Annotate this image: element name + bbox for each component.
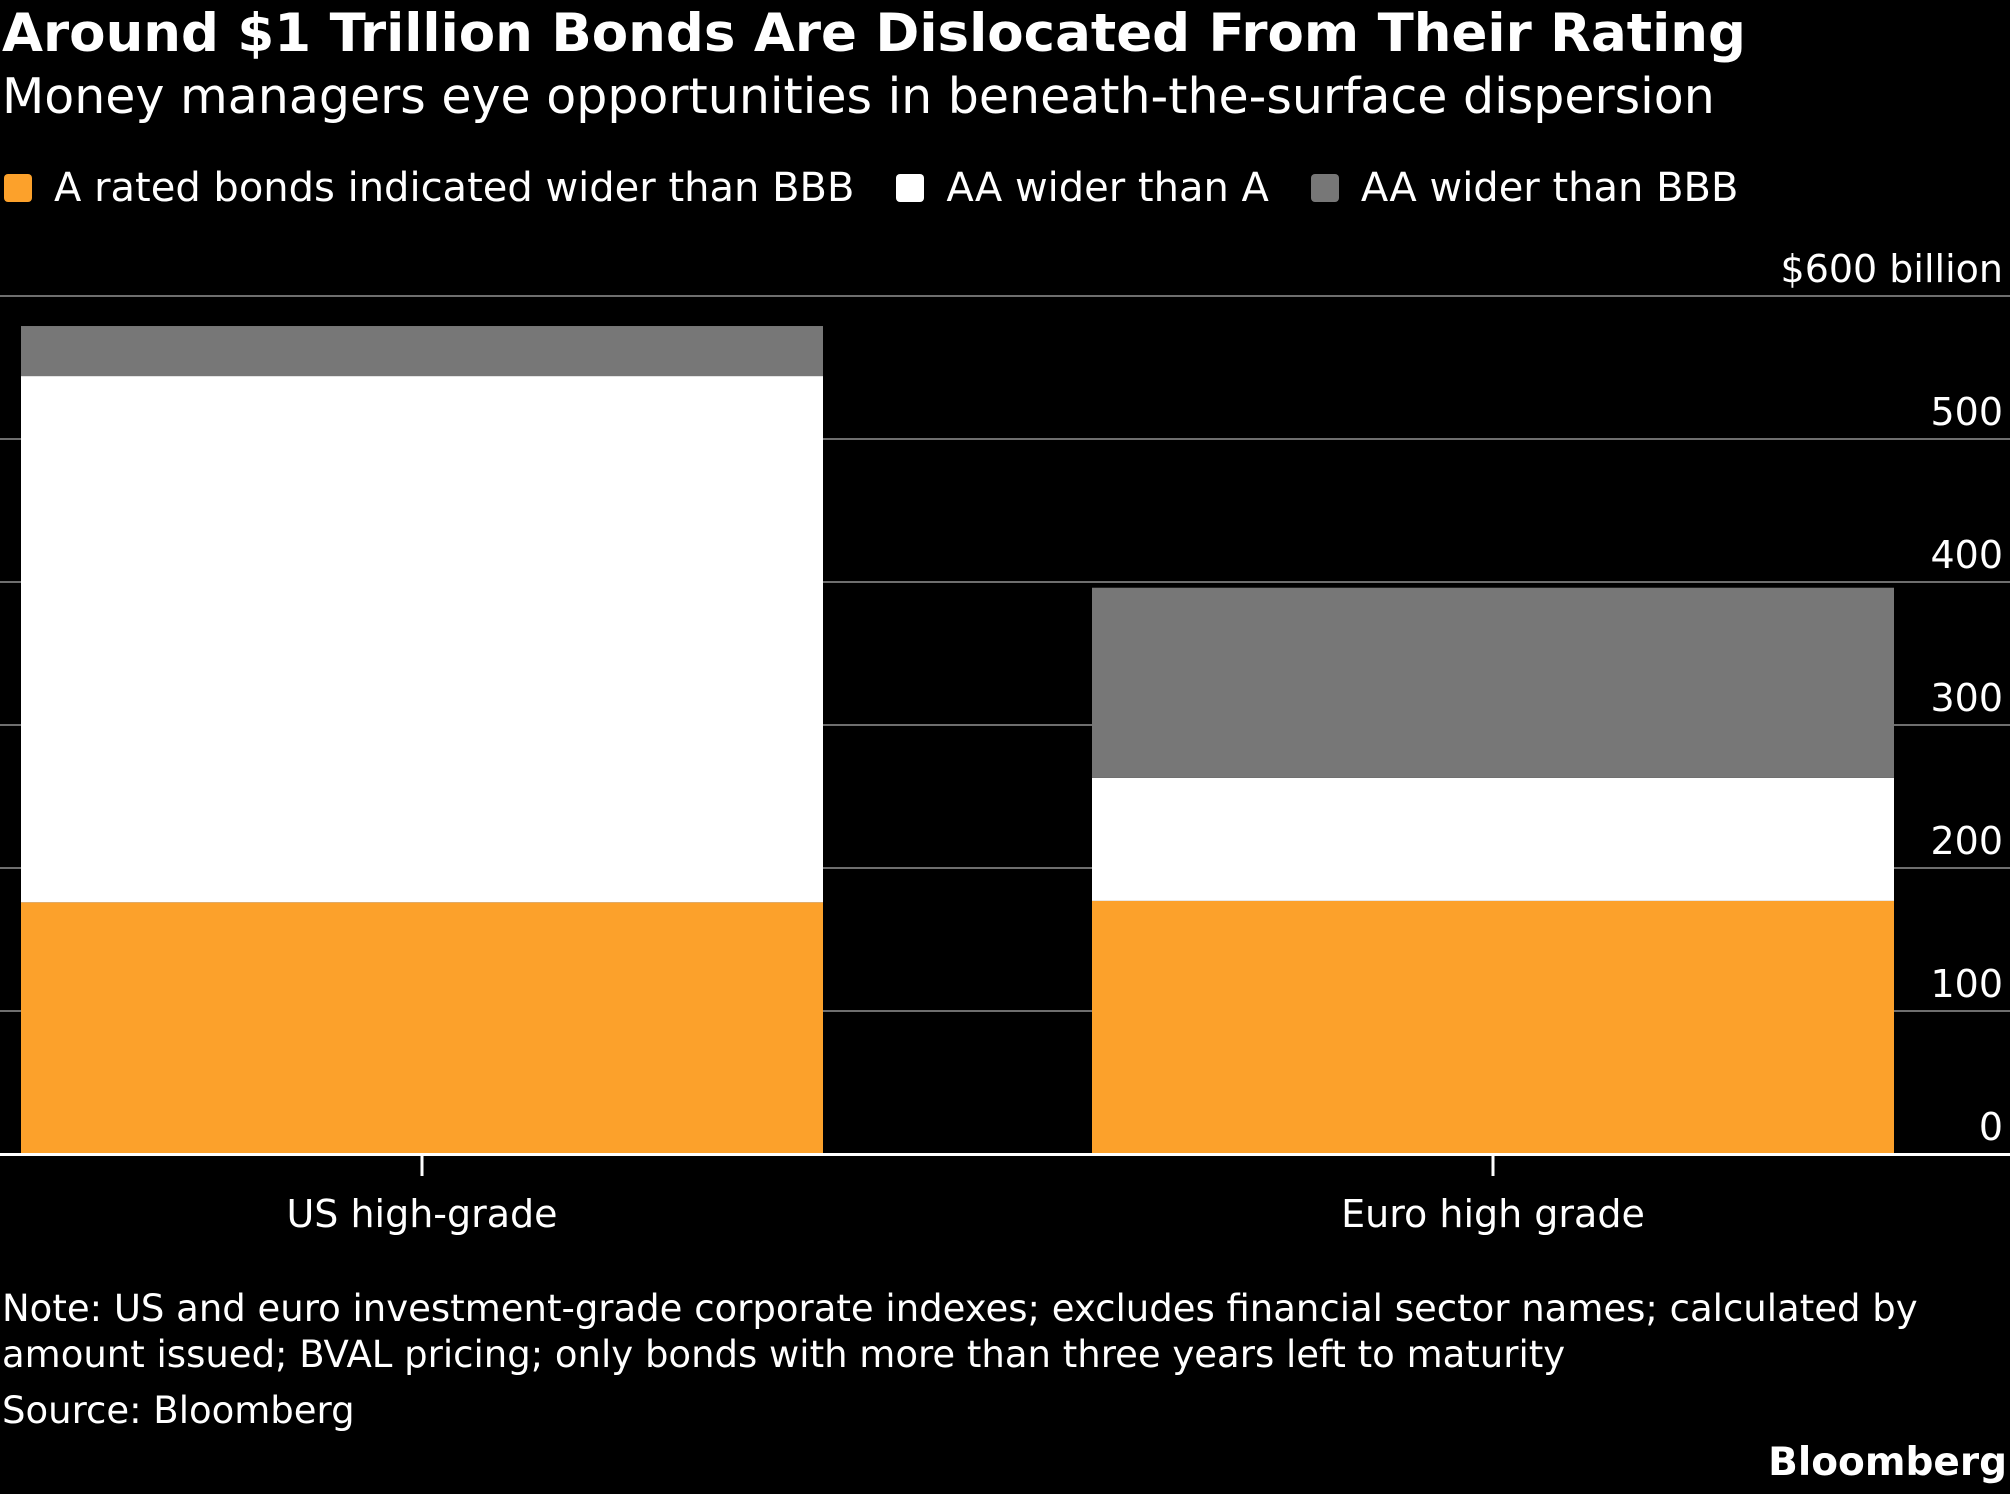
bar-segment xyxy=(1092,777,1894,901)
legend-item-a-wider-than-bbb: A rated bonds indicated wider than BBB xyxy=(4,165,854,211)
x-axis xyxy=(0,1153,2010,1176)
legend-label: AA wider than A xyxy=(946,165,1269,211)
legend-item-aa-wider-than-a: AA wider than A xyxy=(896,165,1269,211)
source-line: Source: Bloomberg xyxy=(2,1389,355,1432)
legend-swatch-gray xyxy=(1310,174,1339,202)
y-tick-label: 100 xyxy=(1930,962,2003,1006)
chart-title: Around $1 Trillion Bonds Are Dislocated … xyxy=(2,3,1746,64)
y-axis-tick-labels: 0 100 200 300 400 500 $600 billion xyxy=(1781,247,2003,1149)
bar-segment xyxy=(21,326,823,377)
legend-swatch-orange xyxy=(4,174,32,202)
chart-legend: A rated bonds indicated wider than BBB A… xyxy=(4,160,1780,216)
x-category-label: Euro high grade xyxy=(1341,1192,1645,1236)
y-tick-label: 300 xyxy=(1930,676,2003,720)
chart-subtitle: Money managers eye opportunities in bene… xyxy=(2,68,1715,125)
bar-segment xyxy=(21,376,823,903)
bloomberg-logo: Bloomberg xyxy=(1768,1440,2007,1485)
y-tick-label: 400 xyxy=(1930,533,2003,577)
bar-segment xyxy=(1092,587,1894,778)
legend-item-aa-wider-than-bbb: AA wider than BBB xyxy=(1310,165,1739,211)
legend-swatch-white xyxy=(896,174,925,202)
y-tick-label: 500 xyxy=(1930,390,2003,434)
y-tick-label: $600 billion xyxy=(1781,247,2003,291)
x-axis-category-labels: US high-grade Euro high grade xyxy=(286,1192,1644,1236)
bars xyxy=(21,326,1894,1154)
legend-label: AA wider than BBB xyxy=(1360,165,1739,211)
legend-label: A rated bonds indicated wider than BBB xyxy=(54,165,855,211)
bar-segment xyxy=(1092,900,1894,1154)
bar-segment xyxy=(21,902,823,1154)
footnote: Note: US and euro investment-grade corpo… xyxy=(2,1287,1918,1376)
y-tick-label: 200 xyxy=(1930,819,2003,863)
x-category-label: US high-grade xyxy=(286,1192,557,1236)
y-tick-label: 0 xyxy=(1979,1105,2003,1149)
